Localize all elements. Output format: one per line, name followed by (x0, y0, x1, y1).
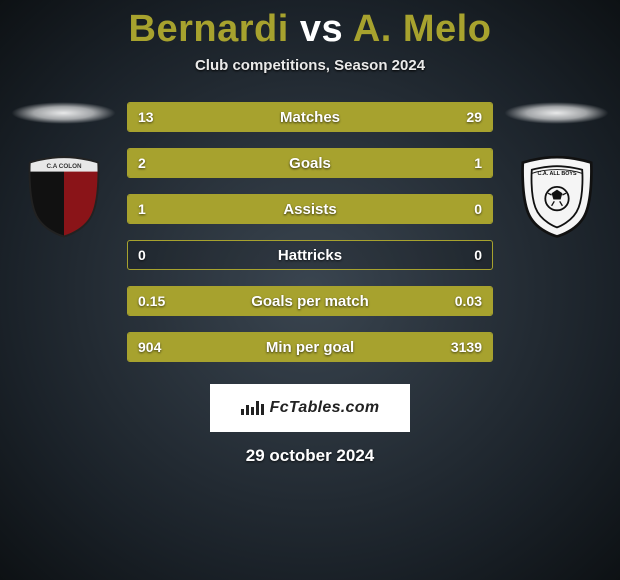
player2-name: A. Melo (353, 8, 492, 50)
stats-container: 1329Matches 21Goals 10Assists 00Hattricks 0.… (121, 102, 499, 378)
watermark-text: FcTables.com (270, 399, 380, 417)
stat-label: Goals (128, 155, 492, 172)
stat-label: Min per goal (128, 339, 492, 356)
svg-text:C.A. ALL BOYS: C.A. ALL BOYS (537, 171, 577, 177)
stat-row: 21Goals (127, 148, 493, 178)
stat-row: 0.150.03Goals per match (127, 286, 493, 316)
svg-text:C.A COLON: C.A COLON (46, 163, 82, 170)
watermark: FcTables.com (210, 384, 410, 432)
team1-crest: C.A COLON (19, 150, 109, 240)
subtitle: Club competitions, Season 2024 (0, 57, 620, 74)
left-side: C.A COLON (6, 102, 121, 240)
allboys-crest-icon: C.A. ALL BOYS (512, 150, 602, 240)
date-text: 29 october 2024 (0, 446, 620, 466)
stat-row: 9043139Min per goal (127, 332, 493, 362)
vs-text: vs (300, 8, 343, 50)
stat-row: 10Assists (127, 194, 493, 224)
comparison-content: C.A COLON 1329Matches 21Goals 10Assists 00H… (0, 102, 620, 378)
page-title: Bernardi vs A. Melo (0, 0, 620, 51)
stat-label: Assists (128, 201, 492, 218)
player2-shadow (504, 102, 609, 124)
player1-name: Bernardi (129, 8, 289, 50)
stat-label: Goals per match (128, 293, 492, 310)
right-side: C.A. ALL BOYS (499, 102, 614, 240)
stat-row: 1329Matches (127, 102, 493, 132)
stat-label: Hattricks (128, 247, 492, 264)
colon-crest-icon: C.A COLON (19, 150, 109, 240)
stat-row: 00Hattricks (127, 240, 493, 270)
stat-label: Matches (128, 109, 492, 126)
player1-shadow (11, 102, 116, 124)
team2-crest: C.A. ALL BOYS (512, 150, 602, 240)
bars-icon (241, 401, 264, 415)
